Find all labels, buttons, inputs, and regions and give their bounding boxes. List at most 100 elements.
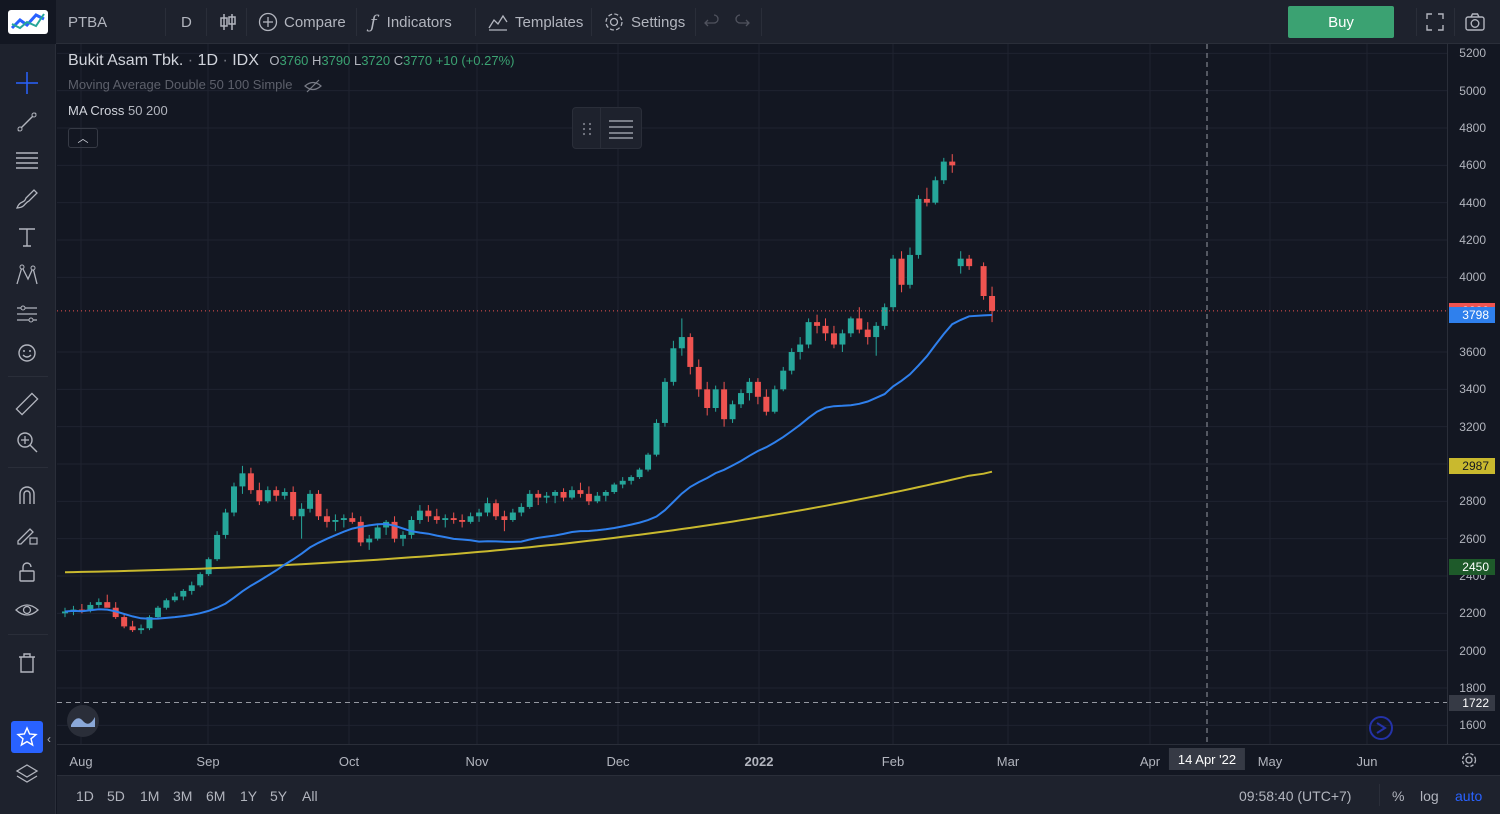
hidden-eye-icon[interactable] bbox=[304, 79, 323, 93]
ruler-tool-button[interactable] bbox=[12, 389, 42, 419]
time-axis[interactable]: Aug Sep Oct Nov Dec 2022 Feb Mar Apr May Jun 14 Apr… bbox=[57, 744, 1500, 775]
clock-timezone-button[interactable]: 09:58:40 (UTC+7) bbox=[1239, 788, 1352, 804]
candle-body bbox=[180, 590, 187, 597]
price-tick-label: 5000 bbox=[1459, 83, 1486, 98]
candle-body bbox=[247, 473, 254, 491]
range-5y-button[interactable]: 5Y bbox=[270, 788, 288, 804]
compare-label: Compare bbox=[284, 13, 346, 31]
close-value: 3770 bbox=[403, 53, 433, 68]
time-tick-label: May bbox=[1257, 754, 1283, 769]
ruler-icon bbox=[15, 392, 39, 416]
range-5d-button[interactable]: 5D bbox=[107, 788, 125, 804]
candle-body bbox=[476, 512, 483, 517]
magnet-button[interactable] bbox=[12, 480, 42, 510]
price-tick-label: 1600 bbox=[1459, 718, 1486, 733]
interval-button[interactable]: D bbox=[181, 0, 192, 44]
study-legend-ma-double[interactable]: Moving Average Double 50 100 Simple bbox=[68, 77, 323, 93]
object-tree-button[interactable] bbox=[12, 760, 42, 790]
candle-body bbox=[349, 518, 356, 522]
candle-body bbox=[332, 520, 339, 522]
range-1m-button[interactable]: 1M bbox=[140, 788, 160, 804]
auto-scale-button[interactable]: auto bbox=[1455, 788, 1483, 804]
chart-style-button[interactable] bbox=[218, 0, 238, 44]
candle-body bbox=[771, 389, 778, 412]
ma-slow-line bbox=[64, 470, 993, 574]
line-style-icon[interactable] bbox=[607, 117, 635, 141]
candle-body bbox=[374, 527, 381, 539]
trendline-tool-button[interactable] bbox=[12, 107, 42, 137]
price-tick-label: 3200 bbox=[1459, 419, 1486, 434]
toolbar-divider bbox=[1416, 8, 1417, 36]
hide-drawings-button[interactable] bbox=[12, 595, 42, 625]
templates-button[interactable]: Templates bbox=[487, 0, 583, 44]
price-axis[interactable]: 5200 5000 4800 4600 4400 4200 4000 3600 3400 3200… bbox=[1447, 44, 1500, 744]
candle-body bbox=[416, 510, 423, 520]
price-tick-label: 3600 bbox=[1459, 345, 1486, 359]
ma-fast-line bbox=[64, 314, 993, 620]
candle-body bbox=[881, 307, 888, 326]
candle-body bbox=[104, 602, 111, 608]
candle-body bbox=[628, 477, 635, 481]
emoji-tool-button[interactable] bbox=[12, 338, 42, 368]
candle-body bbox=[450, 518, 457, 520]
floating-toolbar[interactable] bbox=[572, 107, 642, 149]
crosshair-tool-button[interactable] bbox=[12, 68, 42, 98]
price-tick-label: 2600 bbox=[1459, 531, 1486, 546]
chart-settings-button[interactable] bbox=[1460, 751, 1478, 772]
undo-button[interactable] bbox=[704, 0, 720, 44]
study-ma-cross-params: 50 200 bbox=[127, 103, 168, 118]
log-scale-button[interactable]: log bbox=[1420, 788, 1439, 804]
candle-body bbox=[989, 296, 996, 311]
text-tool-button[interactable] bbox=[12, 222, 42, 252]
screenshot-button[interactable] bbox=[1464, 0, 1486, 44]
gear-icon bbox=[605, 13, 623, 31]
forecast-tool-button[interactable] bbox=[12, 299, 42, 329]
logo[interactable] bbox=[0, 0, 56, 44]
collapse-toolbar-chevron-icon[interactable]: ‹ bbox=[47, 732, 51, 746]
pattern-tool-button[interactable] bbox=[12, 260, 42, 290]
settings-label: Settings bbox=[631, 13, 686, 31]
candle-body bbox=[746, 381, 753, 394]
level-price-badge: 2450 bbox=[1449, 558, 1495, 575]
fullscreen-button[interactable] bbox=[1425, 0, 1445, 44]
buy-button[interactable]: Buy bbox=[1288, 6, 1394, 38]
collapse-legend-button[interactable]: ︿ bbox=[68, 128, 98, 148]
lock-all-button[interactable] bbox=[12, 557, 42, 587]
price-chart[interactable] bbox=[57, 44, 1447, 744]
chart-pane[interactable] bbox=[57, 44, 1447, 744]
percent-scale-button[interactable]: % bbox=[1392, 788, 1405, 804]
candle-body bbox=[830, 333, 837, 345]
brush-tool-button[interactable] bbox=[12, 184, 42, 214]
remove-drawings-button[interactable] bbox=[12, 648, 42, 678]
study-ma-double-label: Moving Average Double 50 100 Simple bbox=[68, 77, 293, 92]
candle-body bbox=[188, 585, 195, 591]
time-tick-label: 2022 bbox=[744, 754, 774, 769]
candle-body bbox=[585, 493, 592, 502]
lock-drawing-mode-button[interactable] bbox=[12, 519, 42, 549]
compare-button[interactable]: Compare bbox=[258, 0, 346, 44]
range-1d-button[interactable]: 1D bbox=[76, 788, 94, 804]
toolbar-divider bbox=[475, 8, 476, 36]
zoom-tool-button[interactable] bbox=[12, 427, 42, 457]
trendline-icon bbox=[17, 112, 37, 132]
candle-body bbox=[391, 521, 398, 539]
price-tick-label: 4600 bbox=[1459, 158, 1486, 173]
indicators-button[interactable]: ƒ Indicators bbox=[370, 0, 452, 44]
drag-handle-icon[interactable] bbox=[581, 121, 593, 137]
study-legend-ma-cross[interactable]: MA Cross 50 200 bbox=[68, 103, 168, 118]
fib-tool-button[interactable] bbox=[12, 145, 42, 175]
settings-button[interactable]: Settings bbox=[603, 0, 685, 44]
range-1y-button[interactable]: 1Y bbox=[240, 788, 258, 804]
symbol-search-button[interactable]: PTBA bbox=[68, 0, 107, 44]
symbol-legend[interactable]: Bukit Asam Tbk. · 1D · IDX O3760 H3790 L… bbox=[68, 52, 514, 70]
redo-button[interactable] bbox=[734, 0, 750, 44]
range-6m-button[interactable]: 6M bbox=[206, 788, 226, 804]
price-tick-label: 4000 bbox=[1459, 270, 1486, 285]
candle-body bbox=[425, 510, 432, 517]
low-key: L bbox=[353, 53, 362, 68]
add-circle-icon bbox=[258, 12, 278, 32]
favorites-button[interactable] bbox=[11, 721, 43, 753]
range-all-button[interactable]: All bbox=[302, 788, 318, 804]
candle-body bbox=[526, 493, 533, 507]
range-3m-button[interactable]: 3M bbox=[173, 788, 193, 804]
